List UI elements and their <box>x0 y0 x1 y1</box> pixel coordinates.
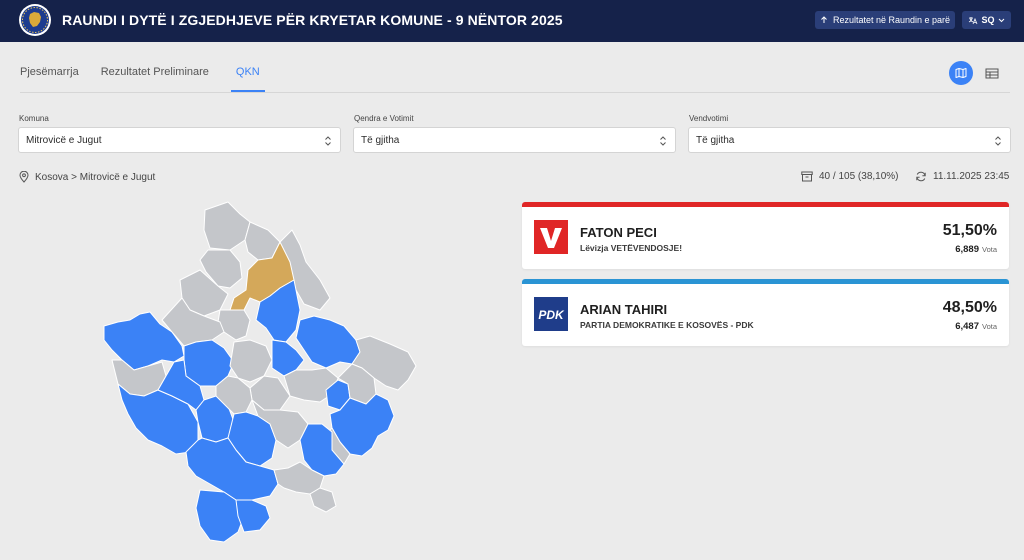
location-pin-icon <box>19 171 29 183</box>
votes-unit-label: Vota <box>981 245 997 254</box>
breadcrumb-path[interactable]: Kosova > Mitrovicë e Jugut <box>35 171 156 183</box>
region-blue-west-mid[interactable] <box>157 359 205 411</box>
last-updated-value: 11.11.2025 23:45 <box>933 171 1010 182</box>
counted-status: 40 / 105 (38,10%) <box>801 171 899 182</box>
polling-center-select-value: Të gjitha <box>361 134 400 146</box>
candidate-color-stripe <box>522 202 1009 207</box>
region-north-1[interactable] <box>203 201 251 251</box>
candidate-votes-value: 6,487 <box>955 321 979 332</box>
region-blue-southeast[interactable] <box>299 423 345 477</box>
candidate-party: PARTIA DEMOKRATIKE E KOSOVËS - PDK <box>580 320 754 330</box>
tab-bar: Pjesëmarrja Rezultatet Preliminare QKN <box>20 60 287 92</box>
region-blue-east[interactable] <box>329 393 395 457</box>
select-arrows-icon <box>995 136 1001 146</box>
tab-turnout[interactable]: Pjesëmarrja <box>20 66 79 78</box>
region-north-3[interactable] <box>199 249 243 289</box>
region-grey-center[interactable] <box>229 339 273 383</box>
pdk-logo-icon: PDK <box>534 297 568 331</box>
select-arrows-icon <box>325 136 331 146</box>
top-bar: RAUNDI I DYTË I ZGJEDHJEVE PËR KRYETAR K… <box>0 0 1024 42</box>
map-icon <box>955 68 967 78</box>
votes-unit-label: Vota <box>981 322 997 331</box>
chevron-down-icon <box>998 18 1004 22</box>
candidate-card[interactable]: FATON PECI Lëvizja VETËVENDOSJE! 51,50% … <box>522 202 1009 269</box>
page-title: RAUNDI I DYTË I ZGJEDHJEVE PËR KRYETAR K… <box>62 12 563 28</box>
kosovo-municipalities-map[interactable] <box>100 200 420 545</box>
candidate-color-stripe <box>522 279 1009 284</box>
candidate-votes: 6,889 Vota <box>955 244 997 255</box>
translate-icon <box>969 16 978 24</box>
municipality-filter-label: Komuna <box>19 114 49 123</box>
region-blue-south-tip[interactable] <box>235 499 271 533</box>
last-updated: 11.11.2025 23:45 <box>915 171 1009 182</box>
candidate-percent: 51,50% <box>942 222 997 239</box>
refresh-icon <box>916 171 926 182</box>
polling-center-filter-label: Qendra e Votimit <box>354 114 414 123</box>
polling-station-filter-label: Vendvotimi <box>689 114 729 123</box>
vetevendosje-logo-icon <box>534 220 568 254</box>
arrow-up-icon <box>821 16 827 23</box>
municipality-select[interactable]: Mitrovicë e Jugut <box>18 127 341 153</box>
table-view-button[interactable] <box>982 63 1002 83</box>
first-round-results-label: Rezultatet në Raundin e parë <box>832 15 951 25</box>
polling-station-select-value: Të gjitha <box>696 134 735 146</box>
candidate-votes-value: 6,889 <box>955 244 979 255</box>
map-view-button[interactable] <box>949 61 973 85</box>
candidate-percent: 48,50% <box>942 299 997 316</box>
counted-status-value: 40 / 105 (38,10%) <box>819 171 899 182</box>
municipality-select-value: Mitrovicë e Jugut <box>26 134 102 146</box>
region-blue-center[interactable] <box>271 339 305 377</box>
language-label: SQ <box>981 15 995 25</box>
polling-station-select[interactable]: Të gjitha <box>688 127 1011 153</box>
tab-preliminary-results[interactable]: Rezultatet Preliminare <box>100 66 209 78</box>
polling-center-select[interactable]: Të gjitha <box>353 127 676 153</box>
region-blue-northeast[interactable] <box>295 315 361 369</box>
candidate-name: FATON PECI <box>580 225 657 240</box>
breadcrumb: Kosova > Mitrovicë e Jugut <box>19 171 155 183</box>
region-blue-north[interactable] <box>255 279 301 343</box>
candidate-name: ARIAN TAHIRI <box>580 302 668 317</box>
first-round-results-button[interactable]: Rezultatet në Raundin e parë <box>815 11 955 29</box>
tabs-divider <box>20 92 1010 93</box>
candidate-party: Lëvizja VETËVENDOSJE! <box>580 243 683 253</box>
region-blue-prizren[interactable] <box>195 489 245 543</box>
region-grey-small-2[interactable] <box>309 487 337 513</box>
candidate-votes: 6,487 Vota <box>955 321 997 332</box>
select-arrows-icon <box>660 136 666 146</box>
candidate-card[interactable]: PDK ARIAN TAHIRI PARTIA DEMOKRATIKE E KO… <box>522 279 1009 346</box>
tab-qkn[interactable]: QKN <box>230 60 265 92</box>
region-mid-1[interactable] <box>217 309 251 341</box>
ballot-box-icon <box>801 171 813 182</box>
cec-logo-icon[interactable] <box>18 3 52 37</box>
language-selector[interactable]: SQ <box>962 11 1011 29</box>
pdk-logo-text: PDK <box>538 308 565 322</box>
table-icon <box>985 68 999 78</box>
